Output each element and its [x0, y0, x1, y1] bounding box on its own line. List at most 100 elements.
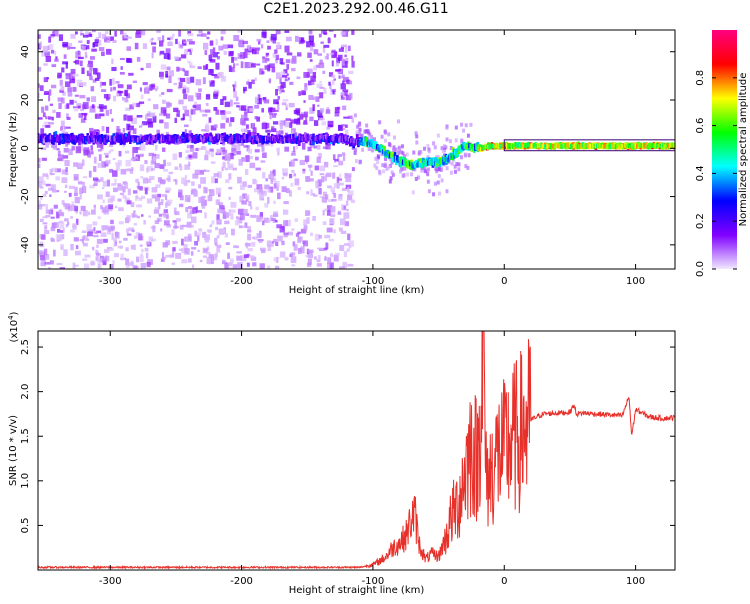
heatmap-cell	[341, 124, 345, 127]
heatmap-cell	[119, 71, 125, 75]
heatmap-cell	[114, 30, 117, 37]
heatmap-cell	[82, 176, 88, 179]
heatmap-cell	[415, 134, 419, 139]
heatmap-cell	[98, 32, 102, 39]
heatmap-cell	[270, 40, 275, 43]
heatmap-cell	[236, 105, 240, 108]
heatmap-cell	[441, 148, 445, 153]
heatmap-cell	[277, 192, 281, 200]
heatmap-cell	[251, 241, 256, 247]
heatmap-cell	[348, 115, 353, 119]
heatmap-cell	[103, 105, 107, 110]
heatmap-cell	[65, 167, 68, 173]
heatmap-cell	[129, 127, 132, 133]
heatmap-cell	[123, 32, 127, 39]
heatmap-cell	[107, 198, 114, 203]
heatmap-cell	[119, 192, 124, 196]
heatmap-cell	[59, 89, 64, 93]
heatmap-cell	[388, 163, 392, 168]
heatmap-cell	[177, 86, 182, 90]
heatmap-cell	[104, 36, 111, 43]
heatmap-cell	[383, 145, 386, 151]
heatmap-cell	[115, 205, 118, 209]
heatmap-cell	[205, 109, 211, 113]
heatmap-cell	[440, 166, 444, 171]
heatmap-cell	[317, 92, 320, 96]
heatmap-cell	[231, 148, 236, 153]
heatmap-cell	[57, 154, 64, 162]
heatmap-cell	[92, 42, 96, 48]
heatmap-cell	[38, 176, 44, 184]
heatmap-cell	[90, 86, 95, 92]
heatmap-cell	[91, 104, 95, 109]
heatmap-cell	[355, 134, 359, 140]
heatmap-cell	[76, 103, 82, 108]
heatmap-cell	[466, 165, 470, 170]
heatmap-cell	[469, 122, 473, 127]
heatmap-cell	[240, 61, 244, 69]
heatmap-cell	[196, 34, 203, 37]
heatmap-cell	[249, 108, 255, 112]
heatmap-cell	[80, 30, 83, 33]
heatmap-cell	[73, 236, 79, 242]
y-tick-label: 40	[20, 45, 31, 58]
heatmap-cell	[42, 45, 49, 53]
heatmap-cell	[266, 138, 269, 144]
heatmap-cell	[198, 88, 202, 92]
heatmap-cell	[291, 58, 297, 64]
heatmap-cell	[38, 163, 41, 169]
heatmap-cell	[88, 70, 91, 74]
heatmap-cell	[45, 55, 51, 62]
heatmap-cell	[202, 247, 209, 254]
heatmap-cell	[247, 233, 252, 241]
heatmap-cell	[305, 255, 311, 258]
heatmap-cell	[65, 73, 71, 80]
heatmap-cell	[286, 188, 290, 194]
heatmap-cell	[256, 184, 263, 190]
heatmap-cell	[168, 254, 172, 257]
heatmap-cell	[313, 49, 319, 55]
heatmap-cell	[156, 129, 160, 135]
heatmap-cell	[273, 113, 277, 116]
heatmap-cell	[39, 204, 46, 207]
heatmap-cell	[344, 243, 350, 246]
heatmap-cell	[140, 262, 146, 269]
heatmap-cell	[414, 176, 418, 181]
heatmap-cell	[62, 155, 69, 159]
heatmap-cell	[118, 150, 122, 157]
heatmap-cell	[243, 86, 247, 92]
heatmap-cell	[105, 109, 110, 116]
heatmap-cell	[271, 126, 275, 132]
heatmap-cell	[274, 49, 278, 54]
heatmap-cell	[270, 143, 274, 147]
heatmap-cell	[445, 166, 449, 171]
heatmap-cell	[239, 195, 244, 203]
heatmap-cell	[178, 152, 182, 158]
heatmap-cell	[322, 30, 327, 35]
heatmap-cell	[248, 201, 252, 207]
heatmap-cell	[105, 255, 110, 262]
heatmap-cell	[39, 251, 45, 257]
heatmap-cell	[351, 30, 355, 35]
heatmap-cell	[272, 240, 275, 244]
heatmap-cell	[117, 184, 124, 191]
heatmap-cell	[110, 225, 115, 230]
heatmap-cell	[134, 156, 139, 159]
heatmap-cell	[109, 108, 112, 115]
heatmap-cell	[345, 57, 349, 64]
heatmap-cell	[274, 180, 280, 187]
heatmap-cell	[157, 193, 161, 198]
heatmap-cell	[183, 182, 188, 186]
heatmap-cell	[319, 165, 326, 172]
heatmap-cell	[38, 66, 42, 72]
heatmap-cell	[264, 58, 270, 62]
heatmap-cell	[154, 154, 160, 159]
heatmap-cell	[308, 30, 313, 35]
heatmap-cell	[96, 230, 102, 234]
heatmap-cell	[126, 36, 132, 39]
heatmap-cell	[307, 164, 313, 168]
heatmap-cell	[168, 70, 174, 77]
heatmap-cell	[159, 71, 164, 78]
heatmap-cell	[273, 257, 278, 262]
heatmap-cell	[284, 146, 290, 152]
